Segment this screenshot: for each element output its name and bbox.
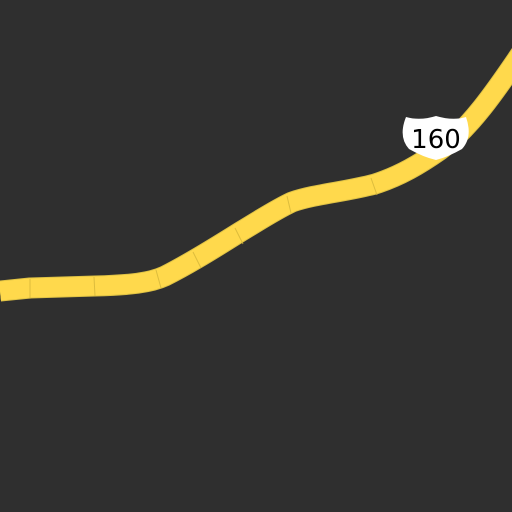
highway-road[interactable] [0,48,512,302]
route-number: 160 [411,125,461,155]
highway-road-fill [0,49,512,301]
road-segment-divider [234,227,244,245]
us-highway-shield-icon [402,116,469,160]
road-segment-divider [286,195,292,214]
road-segment-divider [93,276,96,297]
route-shield[interactable]: 160 [402,116,469,160]
highway-road-casing [0,48,512,302]
road-segment-divider [370,177,378,196]
road-segment-divider [155,269,162,289]
road-segment-divider [192,251,202,269]
